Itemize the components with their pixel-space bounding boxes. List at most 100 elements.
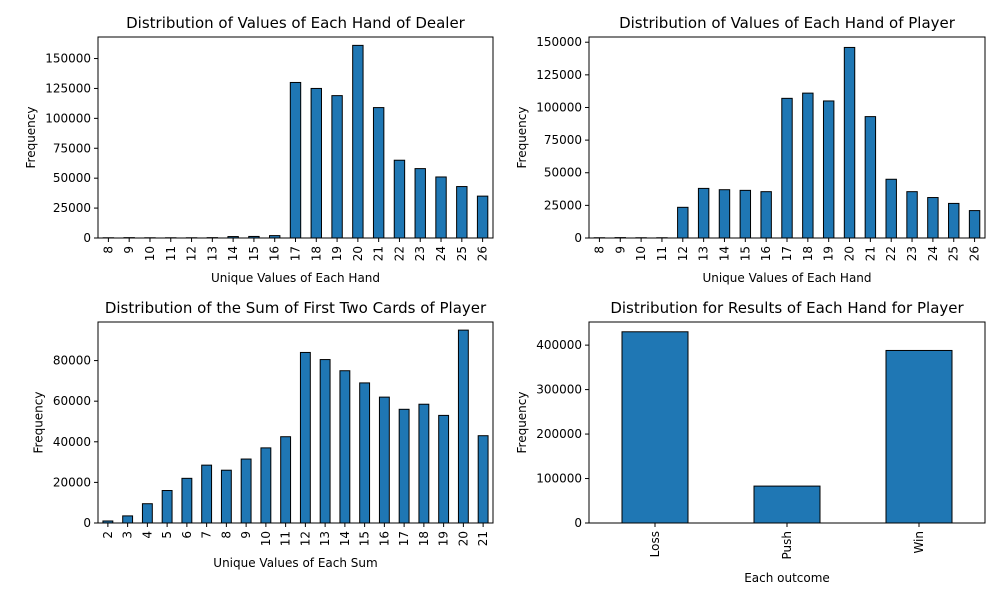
x-tick-label: 16: [377, 531, 391, 546]
bar: [885, 349, 953, 524]
y-tick-label: 25000: [544, 198, 582, 212]
x-axis-label: Each outcome: [744, 571, 830, 585]
x-tick-label: 13: [318, 531, 332, 546]
x-tick-label: 16: [759, 246, 773, 261]
x-tick-label: 23: [905, 246, 919, 261]
bar: [677, 206, 689, 239]
x-axis-label: Unique Values of Each Sum: [213, 556, 377, 570]
chart-title: Distribution of Values of Each Hand of P…: [619, 14, 956, 32]
chart-panel-dealer: Distribution of Values of Each Hand of D…: [24, 14, 494, 285]
x-tick-label: 9: [122, 246, 136, 254]
y-axis-label: Frequency: [32, 392, 46, 454]
x-tick-label: 11: [655, 246, 669, 261]
x-tick-label: 25: [947, 246, 961, 261]
chart-title: Distribution of the Sum of First Two Car…: [105, 299, 487, 317]
bar: [378, 396, 390, 524]
y-tick-label: 75000: [544, 133, 582, 147]
x-tick-label: 18: [801, 246, 815, 261]
x-tick-label: 19: [822, 246, 836, 261]
bar: [161, 490, 173, 524]
bar: [864, 116, 877, 239]
bar: [289, 81, 302, 239]
x-tick-label: 17: [397, 531, 411, 546]
y-tick-label: 150000: [45, 52, 91, 66]
y-tick-label: 80000: [53, 354, 91, 368]
y-tick-label: 125000: [536, 68, 582, 82]
x-tick-label: 17: [780, 246, 794, 261]
bar: [310, 87, 322, 239]
y-tick-label: 125000: [45, 81, 91, 95]
x-tick-label: 26: [968, 246, 982, 261]
bar: [822, 100, 835, 239]
bar: [697, 187, 710, 239]
x-tick-label: 8: [219, 531, 233, 539]
bar: [948, 202, 960, 239]
x-tick-label: 15: [247, 246, 261, 261]
bar: [181, 477, 193, 524]
x-tick-label: 18: [309, 246, 323, 261]
bar: [201, 464, 213, 524]
bar: [885, 178, 897, 239]
x-tick-label: 18: [417, 531, 431, 546]
bar: [457, 329, 469, 524]
x-tick-label: 15: [358, 531, 372, 546]
x-tick-label: 10: [259, 531, 273, 546]
x-tick-label: 22: [392, 246, 406, 261]
x-tick-label: 19: [437, 531, 451, 546]
x-tick-label: 12: [676, 246, 690, 261]
bar: [331, 95, 343, 239]
y-tick-label: 200000: [536, 427, 582, 441]
bar: [906, 191, 918, 239]
x-tick-label: 23: [413, 246, 427, 261]
bar: [476, 195, 489, 239]
plot-frame: [97, 36, 494, 239]
bar: [141, 503, 153, 524]
y-tick-label: 150000: [536, 35, 582, 49]
bar: [359, 382, 371, 524]
x-tick-label: 21: [863, 246, 877, 261]
x-tick-label: 13: [205, 246, 219, 261]
bar: [240, 458, 252, 524]
x-tick-label: 19: [330, 246, 344, 261]
chart-title: Distribution of Values of Each Hand of D…: [126, 14, 466, 32]
x-tick-label: 21: [476, 531, 490, 546]
y-tick-label: 100000: [45, 111, 91, 125]
bar: [843, 46, 856, 239]
x-tick-label: 14: [226, 246, 240, 261]
x-tick-label: 24: [926, 246, 940, 261]
plot-frame: [588, 36, 986, 239]
bar: [435, 176, 447, 239]
x-tick-label: 6: [180, 531, 194, 539]
bar: [760, 191, 772, 239]
x-tick-label: 24: [434, 246, 448, 261]
bar: [968, 210, 981, 239]
bar: [280, 436, 292, 524]
bar: [456, 186, 468, 239]
y-tick-label: 400000: [536, 338, 582, 352]
y-tick-label: 60000: [53, 394, 91, 408]
y-tick-label: 25000: [53, 201, 91, 215]
bar: [260, 447, 272, 524]
x-tick-label: 20: [456, 531, 470, 546]
x-tick-label: 12: [298, 531, 312, 546]
bar: [299, 351, 311, 524]
x-tick-label: 4: [140, 531, 154, 539]
bar: [739, 189, 752, 239]
x-tick-label: 22: [884, 246, 898, 261]
x-tick-label: 9: [239, 531, 253, 539]
x-tick-label: 17: [289, 246, 303, 261]
bar: [352, 44, 364, 239]
x-tick-label: 15: [738, 246, 752, 261]
x-tick-label: 20: [843, 246, 857, 261]
y-tick-label: 0: [574, 516, 582, 530]
x-tick-label: 10: [634, 246, 648, 261]
x-tick-label: 8: [592, 246, 606, 254]
bar: [438, 414, 450, 524]
bar: [393, 159, 406, 239]
y-tick-label: 75000: [53, 141, 91, 155]
bar: [372, 107, 385, 239]
bar: [621, 331, 689, 524]
x-tick-label: 8: [101, 246, 115, 254]
y-tick-label: 50000: [544, 166, 582, 180]
